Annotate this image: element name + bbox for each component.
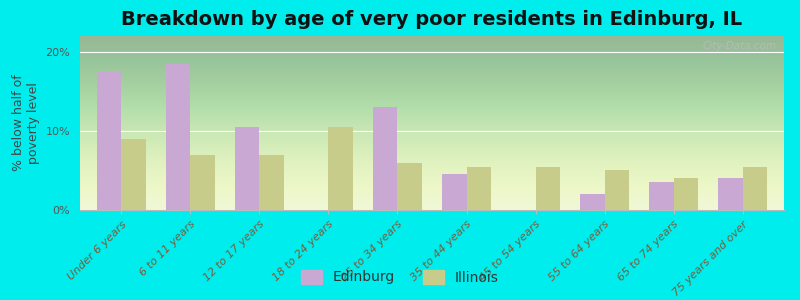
Bar [650,182,674,210]
Bar [122,139,146,210]
Bar [190,154,214,210]
Bar [674,178,698,210]
Bar [374,107,398,210]
Bar [442,174,466,210]
Bar [535,167,560,210]
Bar [235,127,259,210]
Y-axis label: % below half of
poverty level: % below half of poverty level [12,75,40,171]
Bar [329,127,353,210]
Bar [166,64,190,210]
Text: City-Data.com: City-Data.com [703,41,777,51]
Bar [259,154,284,210]
Bar [98,72,122,210]
Bar [580,194,605,210]
Title: Breakdown by age of very poor residents in Edinburg, IL: Breakdown by age of very poor residents … [122,10,742,29]
Bar [605,170,629,210]
Bar [466,167,490,210]
Bar [742,167,766,210]
Bar [718,178,742,210]
Legend: Edinburg, Illinois: Edinburg, Illinois [295,264,505,290]
Bar [398,163,422,210]
